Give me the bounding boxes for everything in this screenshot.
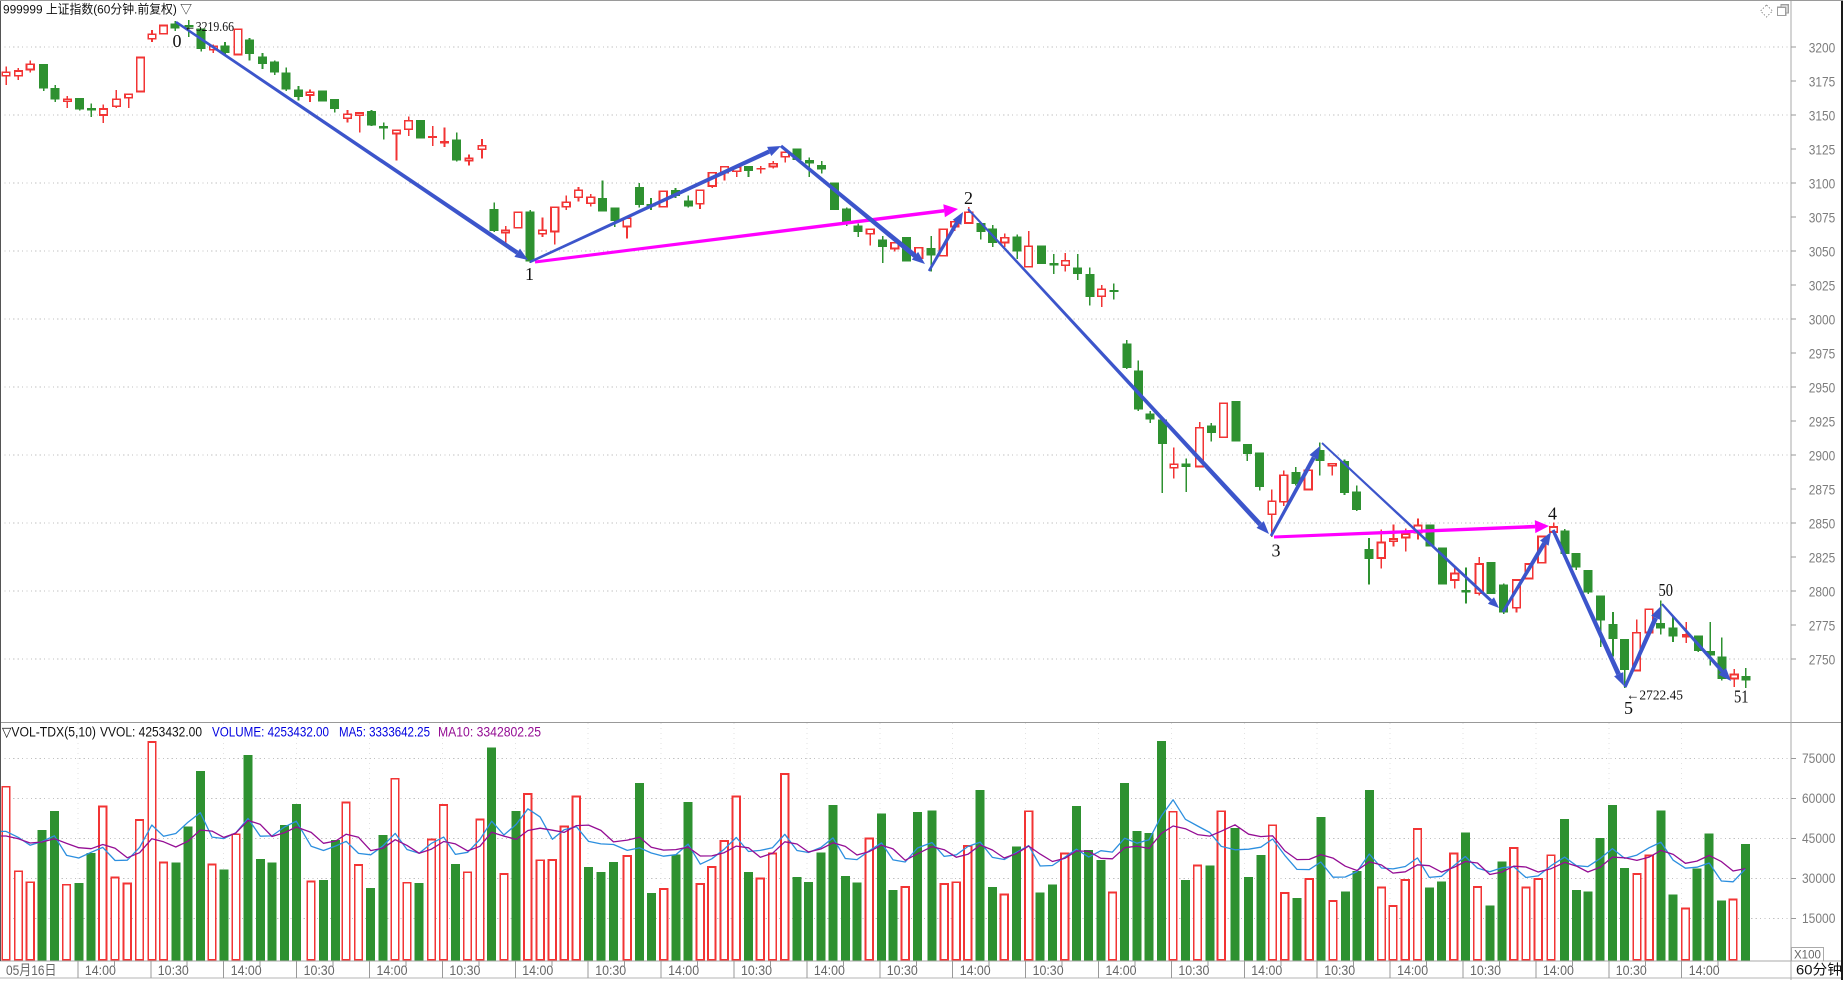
svg-text:2925: 2925 xyxy=(1809,414,1836,430)
svg-text:2850: 2850 xyxy=(1809,516,1836,532)
svg-text:14:00: 14:00 xyxy=(814,962,845,978)
svg-text:4: 4 xyxy=(1548,504,1557,524)
svg-text:3000: 3000 xyxy=(1809,312,1836,328)
svg-text:2900: 2900 xyxy=(1809,448,1836,464)
svg-text:←3219.66: ←3219.66 xyxy=(184,20,234,35)
svg-text:3: 3 xyxy=(1272,541,1281,561)
svg-text:51: 51 xyxy=(1734,687,1749,707)
svg-text:3050: 3050 xyxy=(1809,244,1836,260)
svg-text:45000: 45000 xyxy=(1802,830,1836,846)
svg-text:2975: 2975 xyxy=(1809,346,1836,362)
svg-text:5: 5 xyxy=(1624,698,1633,718)
svg-text:60分钟: 60分钟 xyxy=(1796,962,1842,978)
svg-text:3100: 3100 xyxy=(1809,176,1836,192)
svg-text:30000: 30000 xyxy=(1802,870,1836,886)
svg-text:14:00: 14:00 xyxy=(960,962,991,978)
svg-text:05月16日: 05月16日 xyxy=(6,962,57,978)
svg-text:10:30: 10:30 xyxy=(1616,962,1647,978)
svg-text:10:30: 10:30 xyxy=(1178,962,1209,978)
svg-text:14:00: 14:00 xyxy=(377,962,408,978)
svg-text:10:30: 10:30 xyxy=(887,962,918,978)
svg-text:50: 50 xyxy=(1659,580,1674,600)
svg-text:10:30: 10:30 xyxy=(449,962,480,978)
svg-text:2950: 2950 xyxy=(1809,380,1836,396)
svg-text:2800: 2800 xyxy=(1809,584,1836,600)
svg-text:X100: X100 xyxy=(1794,950,1821,962)
svg-text:10:30: 10:30 xyxy=(304,962,335,978)
svg-text:3075: 3075 xyxy=(1809,210,1836,226)
svg-text:2875: 2875 xyxy=(1809,482,1836,498)
svg-text:2750: 2750 xyxy=(1809,652,1836,668)
svg-text:10:30: 10:30 xyxy=(595,962,626,978)
svg-text:14:00: 14:00 xyxy=(1251,962,1282,978)
svg-text:3200: 3200 xyxy=(1809,40,1836,56)
svg-text:3125: 3125 xyxy=(1809,142,1836,158)
svg-text:2: 2 xyxy=(964,188,973,208)
svg-text:60000: 60000 xyxy=(1802,790,1836,806)
svg-text:10:30: 10:30 xyxy=(741,962,772,978)
svg-text:▽VOL-TDX(5,10)VVOL: 4253432.00: ▽VOL-TDX(5,10) VVOL: 4253432.00 VOLUME: 42… xyxy=(2,725,541,740)
svg-text:75000: 75000 xyxy=(1802,750,1836,766)
svg-text:0: 0 xyxy=(173,31,182,51)
svg-text:10:30: 10:30 xyxy=(1324,962,1355,978)
svg-text:14:00: 14:00 xyxy=(668,962,699,978)
svg-text:1: 1 xyxy=(525,264,534,284)
svg-text:3025: 3025 xyxy=(1809,278,1836,294)
svg-text:14:00: 14:00 xyxy=(1397,962,1428,978)
svg-text:14:00: 14:00 xyxy=(1689,962,1720,978)
svg-text:15000: 15000 xyxy=(1802,910,1836,926)
svg-text:2775: 2775 xyxy=(1809,618,1836,634)
svg-text:←2722.45: ←2722.45 xyxy=(1626,688,1683,703)
svg-text:14:00: 14:00 xyxy=(1106,962,1137,978)
svg-text:14:00: 14:00 xyxy=(522,962,553,978)
svg-text:999999 上证指数(60分钟.前复权) ▽: 999999 上证指数(60分钟.前复权) ▽ xyxy=(3,2,193,17)
svg-text:3175: 3175 xyxy=(1809,74,1836,90)
svg-text:14:00: 14:00 xyxy=(231,962,262,978)
svg-text:2825: 2825 xyxy=(1809,550,1836,566)
svg-text:3150: 3150 xyxy=(1809,108,1836,124)
svg-text:14:00: 14:00 xyxy=(85,962,116,978)
svg-text:14:00: 14:00 xyxy=(1543,962,1574,978)
svg-text:10:30: 10:30 xyxy=(1470,962,1501,978)
svg-text:10:30: 10:30 xyxy=(158,962,189,978)
svg-text:10:30: 10:30 xyxy=(1033,962,1064,978)
